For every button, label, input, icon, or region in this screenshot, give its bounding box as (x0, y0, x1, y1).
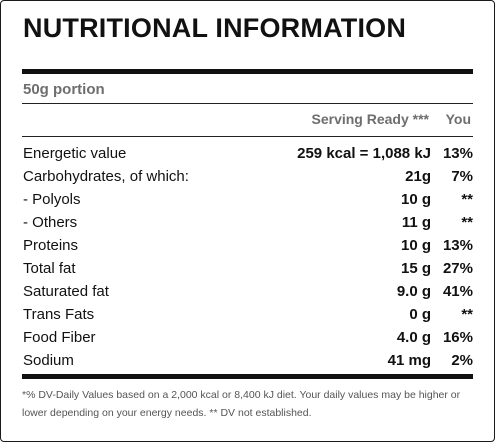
nutrient-name: - Polyols (23, 191, 81, 208)
nutrient-dv: 13% (442, 237, 473, 254)
nutrient-amount: 21g (405, 168, 431, 185)
column-header-dv: You (445, 111, 471, 127)
nutrient-row: - Polyols 10 g ** (1, 190, 495, 213)
nutrient-dv: ** (461, 191, 473, 208)
nutrient-name: Trans Fats (23, 306, 95, 323)
nutrient-dv: 2% (451, 352, 473, 369)
nutrient-amount: 11 g (401, 214, 431, 231)
nutrient-amount: 9.0 g (396, 283, 431, 300)
portion-divider (22, 103, 473, 104)
nutrient-row: Food Fiber 4.0 g 16% (1, 328, 495, 351)
nutrient-row: Energetic value 259 kcal = 1,088 kJ 13% (1, 144, 495, 167)
nutrient-dv: ** (461, 306, 473, 323)
nutrient-name: Saturated fat (23, 283, 109, 300)
nutrient-row: Total fat 15 g 27% (1, 259, 495, 282)
nutrient-dv: 7% (451, 168, 473, 185)
nutrient-amount: 0 g (409, 306, 431, 323)
nutrient-amount: 10 g (400, 237, 431, 254)
nutrient-amount: 259 kcal = 1,088 kJ (297, 145, 431, 162)
nutrient-row: Trans Fats 0 g ** (1, 305, 495, 328)
footnote: *% DV-Daily Values based on a 2,000 kcal… (22, 389, 461, 419)
nutrient-name: Carbohydrates, of which: (23, 168, 189, 185)
title-divider (22, 69, 473, 74)
nutrient-row: Sodium 41 mg 2% (1, 351, 495, 374)
nutrient-row: Proteins 10 g 13% (1, 236, 495, 259)
column-header-serving: Serving Ready *** (311, 111, 430, 127)
nutrient-dv: 16% (442, 329, 473, 346)
nutrient-dv: 13% (442, 145, 473, 162)
nutrient-dv: 27% (442, 260, 473, 277)
nutrient-amount: 10 g (400, 191, 431, 208)
footer-divider (22, 374, 473, 379)
nutrient-table: Energetic value 259 kcal = 1,088 kJ 13% … (1, 144, 495, 374)
nutrient-amount: 15 g (400, 260, 431, 277)
nutrient-amount: 4.0 g (396, 329, 431, 346)
nutrient-name: Food Fiber (23, 329, 96, 346)
nutrient-row: - Others 11 g ** (1, 213, 495, 236)
header-divider (22, 136, 473, 137)
nutrient-dv: ** (461, 214, 473, 231)
nutrient-row: Carbohydrates, of which: 21g 7% (1, 167, 495, 190)
nutrient-name: Total fat (23, 260, 76, 277)
nutrient-name: Proteins (23, 237, 79, 254)
nutrient-amount: 41 mg (387, 352, 431, 369)
nutrient-dv: 41% (442, 283, 473, 300)
nutrient-name: Sodium (23, 352, 74, 369)
nutrient-row: Saturated fat 9.0 g 41% (1, 282, 495, 305)
nutrient-name: - Others (23, 214, 78, 231)
label-title: NUTRITIONAL INFORMATION (23, 13, 407, 43)
nutrient-name: Energetic value (23, 145, 127, 162)
portion-size: 50g portion (23, 81, 105, 98)
